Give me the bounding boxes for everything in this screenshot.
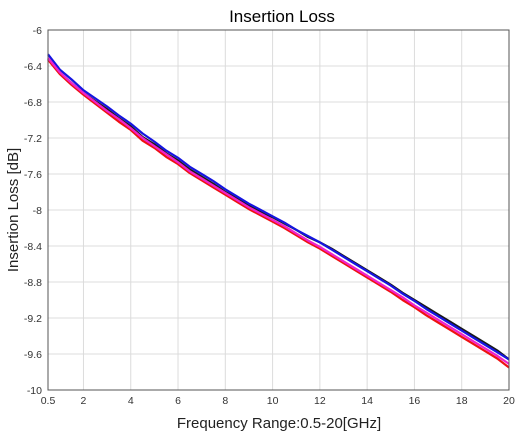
x-axis-label: Frequency Range:0.5-20[GHz] [177, 415, 381, 432]
series-layer [47, 53, 510, 369]
x-tick-label: 6 [175, 395, 181, 407]
x-tick-label: 18 [456, 395, 468, 407]
series-line-2 [47, 53, 510, 361]
x-tick-labels: 0.5 2 4 6 8 10 12 14 16 18 20 [41, 395, 515, 407]
y-tick-label: -10 [27, 385, 42, 397]
y-tick-label: -8.4 [24, 241, 42, 253]
y-tick-label: -8.8 [24, 277, 42, 289]
plot-frame [47, 29, 510, 391]
y-tick-label: -9.6 [24, 349, 42, 361]
x-tick-label: 16 [409, 395, 421, 407]
y-tick-label: -6.4 [24, 61, 42, 73]
chart-title: Insertion Loss [229, 7, 335, 26]
y-tick-label: -6 [33, 25, 42, 37]
series-line-3 [47, 59, 510, 369]
series-line-1 [47, 58, 510, 361]
x-tick-label: 14 [361, 395, 373, 407]
x-tick-label: 8 [222, 395, 228, 407]
y-tick-label: -7.2 [24, 133, 42, 145]
y-tick-label: -7.6 [24, 169, 42, 181]
x-tick-label: 0.5 [41, 395, 56, 407]
y-tick-label: -9.2 [24, 313, 42, 325]
x-tick-label: 2 [81, 395, 87, 407]
x-tick-label: 20 [503, 395, 515, 407]
grid [47, 29, 510, 391]
y-tick-label: -6.8 [24, 97, 42, 109]
y-axis-label: Insertion Loss [dB] [5, 148, 22, 272]
y-tick-label: -8 [33, 205, 42, 217]
x-tick-label: 4 [128, 395, 134, 407]
y-tick-labels: -6 -6.4 -6.8 -7.2 -7.6 -8 -8.4 -8.8 -9.2 -9.6 -10 [24, 25, 42, 397]
x-tick-label: 12 [314, 395, 326, 407]
x-tick-label: 10 [267, 395, 279, 407]
series-line-4 [47, 57, 510, 365]
